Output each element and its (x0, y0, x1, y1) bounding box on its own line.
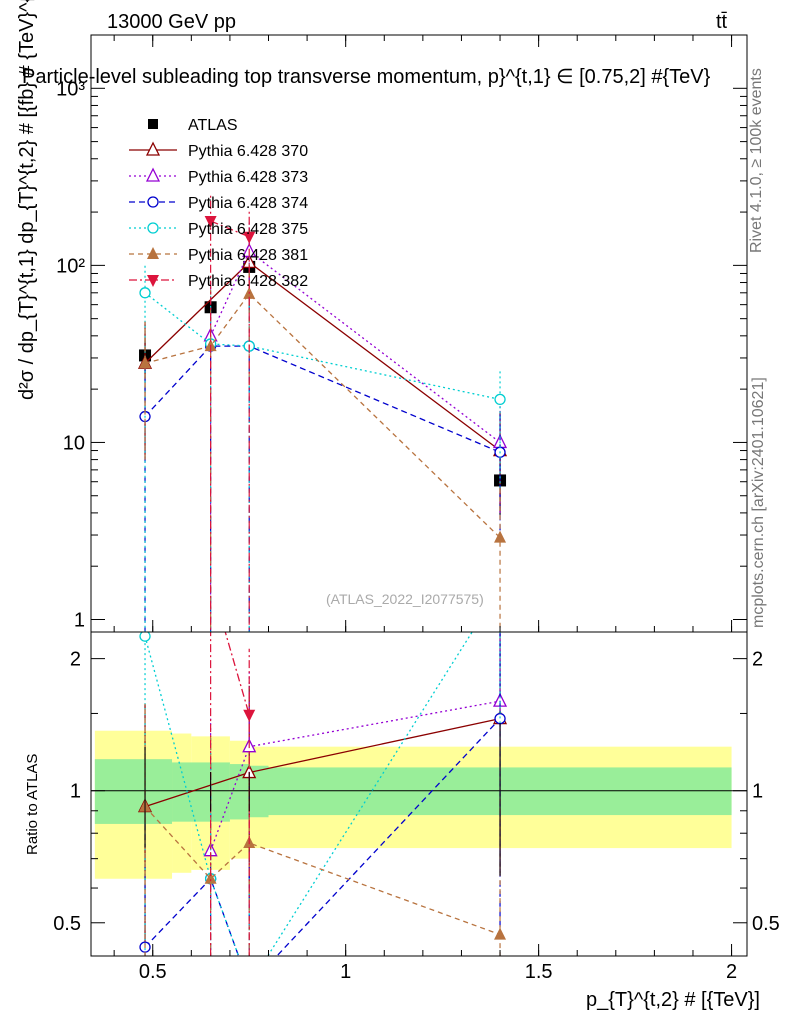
legend-label-3: Pythia 6.428 374 (188, 195, 308, 212)
legend-label-4: Pythia 6.428 375 (188, 221, 308, 238)
xtick-label-3: 2 (726, 961, 737, 983)
legend-marker-6 (147, 275, 159, 287)
series-3-ratio-point-2 (244, 980, 254, 990)
legend-label-1: Pythia 6.428 370 (188, 143, 308, 160)
legend-marker-0 (148, 119, 158, 129)
inner-band-1 (172, 762, 230, 822)
main-plot (137, 195, 508, 632)
legend: ATLAS Pythia 6.428 370 Pythia 6.428 373 Pyt… (129, 117, 308, 290)
axes: 0.5 1 1.5 2 1 10 10² 10³ 0.5 0.5 1 1 2 2 (53, 34, 780, 983)
series-5-ratio-line (144, 806, 501, 936)
mcplots-label: mcplots.cern.ch [arXiv:2401.10621] (750, 377, 767, 628)
main-ytick-label-1: 10 (63, 432, 85, 454)
main-ytick-label-3: 10³ (56, 78, 85, 100)
ratio-ytick-label-right-1: 1 (752, 781, 763, 803)
legend-label-5: Pythia 6.428 381 (188, 247, 308, 264)
series-6-ratio-line (224, 632, 250, 715)
xtick-label-1: 1 (340, 961, 351, 983)
legend-label-2: Pythia 6.428 373 (188, 169, 308, 186)
series-3-line (144, 345, 501, 453)
legend-label-6: Pythia 6.428 382 (188, 273, 308, 290)
series-6-point-1 (204, 216, 217, 229)
main-ytick-label-2: 10² (56, 255, 85, 277)
ratio-uncertainty-bands (91, 730, 747, 879)
series-5-point-0 (139, 356, 152, 369)
chart-title: Particle-level subleading top transverse… (22, 66, 711, 88)
rivet-version-label: Rivet 4.1.0, ≥ 100k events (748, 68, 765, 253)
series-1-line (144, 261, 501, 452)
series-6-ratio-point-2 (243, 709, 256, 722)
series-5-line (144, 292, 501, 539)
ratio-ytick-label-0: 0.5 (53, 913, 81, 935)
series-6-point-2 (243, 231, 256, 244)
series-2-line (210, 250, 501, 443)
series-4-point-0 (139, 287, 151, 299)
series-4-line (144, 292, 501, 401)
process-label: tt̄ (716, 11, 728, 33)
ratio-ytick-label-2: 2 (70, 649, 81, 671)
series-4-point-3 (494, 393, 506, 406)
ratio-ytick-label-1: 1 (70, 781, 81, 803)
ratio-plot (137, 632, 508, 990)
series-4-ratio-point-2 (244, 980, 254, 990)
ratio-plot-frame (90, 631, 748, 957)
energy-label: 13000 GeV pp (107, 11, 236, 33)
xlabel: p_{T}^{t,2} # [{TeV}] (586, 989, 760, 1011)
legend-marker-1 (145, 141, 161, 156)
main-ylabel: d²σ / dp_{T}^{t,1} dp_{T}^{t,2} # [{fb} … (16, 0, 38, 400)
legend-label-0: ATLAS (188, 117, 238, 134)
legend-marker-4 (147, 222, 159, 234)
series-4-ratio-point-0 (139, 632, 151, 642)
legend-marker-5 (147, 247, 159, 259)
inner-band-3 (249, 765, 269, 818)
main-ytick-label-0: 1 (74, 610, 85, 632)
ratio-ylabel: Ratio to ATLAS (24, 754, 41, 855)
ratio-ytick-label-right-2: 2 (752, 649, 763, 671)
ratio-ytick-label-right-0: 0.5 (752, 913, 780, 935)
series-5-ratio-point-3 (494, 927, 507, 940)
xtick-label-0: 0.5 (139, 961, 167, 983)
series-3-ratio-line (144, 718, 501, 956)
inner-band-0 (94, 759, 173, 824)
series-6-line (210, 220, 250, 238)
xtick-label-2: 1.5 (525, 961, 553, 983)
series-4-ratio-line (144, 632, 473, 956)
series-5-ratio-point-1 (204, 871, 217, 884)
analysis-tag: (ATLAS_2022_I2077575) (326, 591, 484, 607)
legend-marker-2 (145, 167, 161, 182)
series-5-point-3 (494, 530, 507, 543)
legend-marker-3 (147, 196, 159, 208)
